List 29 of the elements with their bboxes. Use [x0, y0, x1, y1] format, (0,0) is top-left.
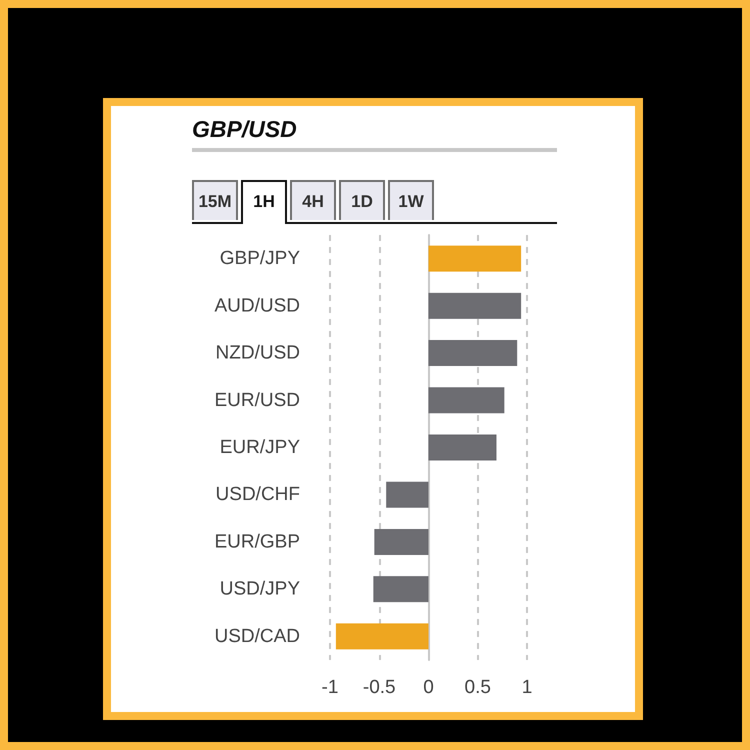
x-tick-label: 0 [423, 677, 434, 698]
y-tick-label: EUR/GBP [214, 531, 300, 552]
y-tick-label: USD/CHF [216, 484, 300, 506]
y-tick-label: AUD/USD [214, 295, 300, 316]
x-tick-label: -0.5 [362, 677, 396, 698]
bar [428, 340, 518, 366]
bar [428, 292, 522, 319]
y-tick-label: NZD/USD [216, 342, 300, 364]
y-tick-label: EUR/JPY [220, 437, 300, 458]
y-tick-label: GBP/JPY [220, 248, 300, 270]
y-tick-label: USD/JPY [220, 578, 300, 600]
bar [374, 528, 428, 555]
text: 4H [290, 180, 336, 220]
bar [336, 623, 428, 650]
bar [373, 576, 428, 602]
chart-title: GBP/USD [192, 116, 297, 143]
text: 1D [339, 180, 385, 220]
x-tick-label: -1 [322, 677, 338, 698]
y-tick-label: USD/CAD [214, 626, 300, 647]
bar [428, 434, 496, 460]
text: 15M [192, 180, 238, 220]
x-tick-label: 0.5 [464, 677, 491, 698]
y-tick-label: EUR/USD [214, 390, 300, 411]
text: 1H [241, 180, 287, 224]
text: 1W [388, 180, 434, 220]
bar [428, 246, 522, 272]
bar [386, 482, 428, 508]
x-tick-label: 1 [522, 677, 532, 698]
bar [428, 387, 504, 414]
